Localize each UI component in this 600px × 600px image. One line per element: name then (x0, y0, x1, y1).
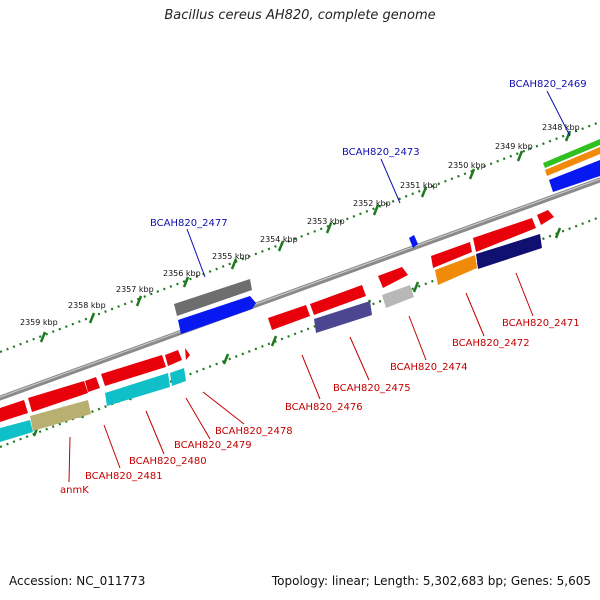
ruler-tick-labels: 2348 kbp 2349 kbp 2350 kbp 2351 kbp 2352… (20, 123, 580, 327)
gene-labels-top: BCAH820_2469 BCAH820_2473 BCAH820_2477 (150, 79, 587, 229)
genome-summary-text: Topology: linear; Length: 5,302,683 bp; … (271, 574, 591, 588)
leader-2478 (202, 391, 245, 425)
gene-blue-arrow (178, 296, 256, 334)
gene-label: BCAH820_2474 (390, 362, 468, 373)
page-title: Bacillus cereus AH820, complete genome (164, 8, 436, 23)
gene-label: BCAH820_2476 (285, 402, 363, 413)
ruler-tick (270, 335, 278, 347)
ruler-tick (277, 240, 285, 252)
gene-label: anmK (60, 485, 89, 496)
tick-label-2350: 2350 kbp (448, 161, 486, 170)
ruler-tick (182, 276, 190, 288)
leader-2473 (380, 158, 401, 204)
gene-green (543, 139, 600, 168)
gene-label: BCAH820_2480 (129, 456, 207, 467)
gene-label: BCAH820_2481 (85, 471, 163, 482)
ruler-tick (39, 331, 47, 343)
leader-2479 (185, 397, 211, 440)
ruler-tick (88, 312, 96, 324)
gene-label: BCAH820_2472 (452, 338, 530, 349)
leader-2472 (465, 292, 485, 337)
gene-blue (549, 160, 600, 192)
genome-backbone (0, 177, 600, 401)
gene-red (0, 400, 28, 422)
leader-2477 (186, 228, 206, 278)
leader-2480 (145, 410, 165, 455)
gene-label: BCAH820_2477 (150, 218, 228, 229)
tick-label-2358: 2358 kbp (68, 301, 106, 310)
gene-khaki (30, 400, 91, 431)
tick-label-2359: 2359 kbp (20, 318, 58, 327)
leader-2476 (301, 354, 321, 400)
leader-lines (68, 90, 571, 483)
leader-2475 (349, 336, 370, 381)
gene-red (310, 285, 366, 315)
leader-2474 (408, 315, 427, 361)
gene-label: BCAH820_2475 (333, 383, 411, 394)
gene-red-small (85, 377, 100, 392)
ruler-tick (564, 130, 572, 142)
gene-red (28, 381, 88, 412)
tick-label-2352: 2352 kbp (353, 199, 391, 208)
gene-label: BCAH820_2478 (215, 426, 293, 437)
gene-cyan-small (170, 368, 186, 386)
ruler-tick (372, 204, 380, 216)
gene-label: BCAH820_2471 (502, 318, 580, 329)
genes-below-backbone[interactable] (0, 210, 554, 442)
ruler-tick (325, 222, 333, 234)
leader-2469 (546, 90, 571, 137)
gene-red (268, 305, 310, 330)
tick-label-2356: 2356 kbp (163, 269, 201, 278)
tick-label-2348: 2348 kbp (542, 123, 580, 132)
gene-label: BCAH820_2473 (342, 147, 420, 158)
ruler-tick (554, 227, 562, 239)
gene-red (431, 242, 472, 268)
ruler-tick (516, 150, 524, 162)
tick-label-2355: 2355 kbp (212, 252, 250, 261)
gene-red (473, 218, 536, 252)
gene-red-small (165, 350, 182, 366)
gene-cyan (0, 420, 33, 442)
tick-label-2349: 2349 kbp (495, 142, 533, 151)
tick-label-2351: 2351 kbp (400, 181, 438, 190)
gene-red-small (537, 210, 554, 225)
genome-backbone-shine (0, 178, 600, 398)
gene-lightgray (382, 285, 414, 308)
gene-label: BCAH820_2469 (509, 79, 587, 90)
gene-red (378, 267, 408, 288)
gene-label: BCAH820_2479 (174, 440, 252, 451)
ruler-tick (230, 258, 238, 270)
accession-text: Accession: NC_011773 (9, 574, 146, 588)
gene-red-arrow (185, 348, 190, 360)
gene-slate (314, 301, 372, 333)
gene-cyan (105, 373, 170, 406)
gene-gray (174, 279, 252, 316)
gene-red (101, 355, 166, 386)
ruler-tick (420, 186, 428, 198)
ruler-tick (135, 295, 143, 307)
gene-navy (476, 234, 542, 269)
leader-2481 (103, 424, 121, 469)
ruler-tick (412, 281, 420, 293)
gene-2473-marker[interactable] (409, 235, 418, 248)
tick-label-2357: 2357 kbp (116, 285, 154, 294)
gene-labels-bottom: BCAH820_2471 BCAH820_2472 BCAH820_2474 B… (60, 318, 580, 496)
tick-label-2354: 2354 kbp (260, 235, 298, 244)
tick-label-2353: 2353 kbp (307, 217, 345, 226)
leader-anmk (68, 436, 71, 483)
gene-orange (545, 147, 600, 176)
ruler-tick (468, 168, 476, 180)
leader-2471 (515, 272, 534, 317)
gene-group-2477[interactable] (174, 279, 256, 334)
gene-orange (435, 255, 477, 285)
gene-group-2469[interactable] (543, 139, 600, 192)
ruler-tick (222, 353, 230, 365)
